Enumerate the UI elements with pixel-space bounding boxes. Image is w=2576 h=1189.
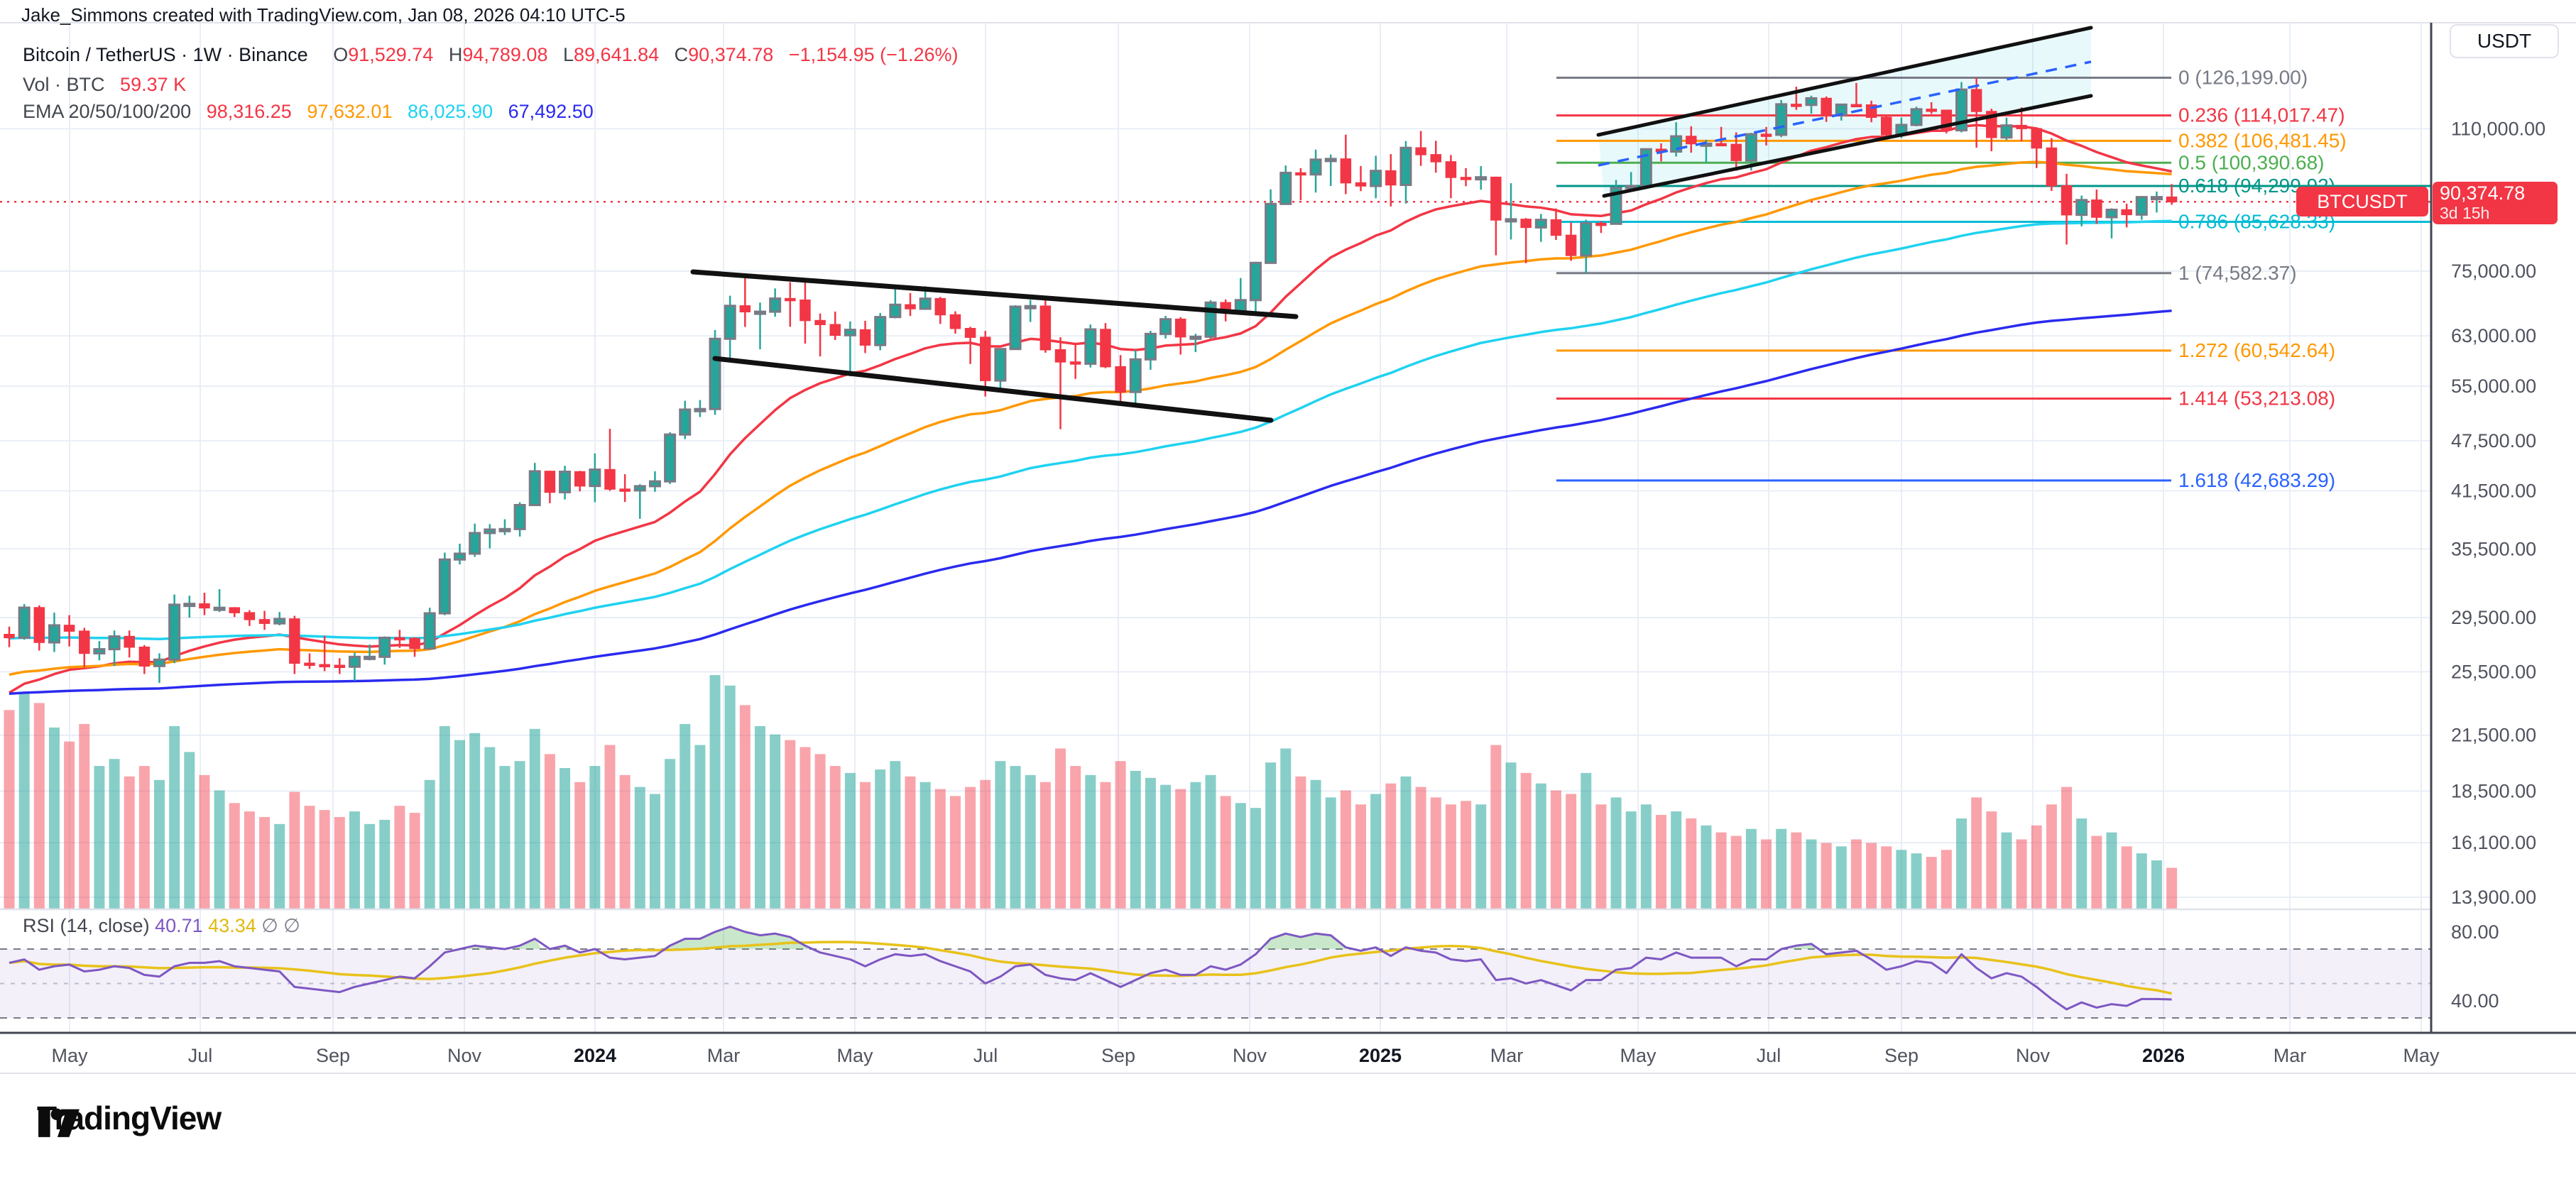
trendline-drawings[interactable] <box>690 26 2093 423</box>
svg-text:0.5 (100,390.68): 0.5 (100,390.68) <box>2178 151 2325 173</box>
channel-midline <box>1598 60 2092 167</box>
svg-text:1.414 (53,213.08): 1.414 (53,213.08) <box>2178 387 2335 409</box>
svg-text:Mar: Mar <box>2274 1045 2307 1066</box>
pane-separators <box>0 22 2576 1074</box>
rsi-empty-source-icon: ∅ ∅ <box>261 915 300 936</box>
svg-text:Jul: Jul <box>1757 1045 1781 1066</box>
last-price-value: 90,374.78 <box>2440 182 2526 204</box>
tradingview-logo-icon <box>38 1108 80 1137</box>
change-value: −1,154.95 (−1.26%) <box>788 44 959 65</box>
close-label: C <box>674 44 689 65</box>
svg-text:2025: 2025 <box>1359 1045 1402 1066</box>
rsi-ma-line <box>9 941 2172 995</box>
svg-text:May: May <box>2403 1045 2440 1066</box>
rsi-line <box>9 925 2172 1011</box>
volume-bars <box>4 675 2178 909</box>
volume-legend-row: Vol · BTC 59.37 K <box>23 74 186 96</box>
svg-text:0.382 (106,481.45): 0.382 (106,481.45) <box>2178 129 2347 151</box>
ema100-value: 86,025.90 <box>407 101 493 122</box>
high-value: 94,789.08 <box>462 44 548 65</box>
ema20-value: 98,316.25 <box>206 101 292 122</box>
low-label: L <box>562 44 574 65</box>
symbol-legend-row: Bitcoin / TetherUS · 1W · Binance O91,52… <box>23 44 958 66</box>
high-label: H <box>448 44 463 65</box>
svg-text:13,900.00: 13,900.00 <box>2451 887 2536 908</box>
svg-text:Nov: Nov <box>447 1045 482 1066</box>
svg-text:80.00: 80.00 <box>2451 921 2499 943</box>
svg-text:18,500.00: 18,500.00 <box>2451 780 2536 801</box>
svg-text:1.272 (60,542.64): 1.272 (60,542.64) <box>2178 339 2335 361</box>
svg-text:Sep: Sep <box>1101 1045 1135 1066</box>
tradingview-logo: TradingView <box>37 1099 222 1137</box>
main-pane <box>0 26 2431 909</box>
rsi-legend-row: RSI (14, close) 40.71 43.34 ∅ ∅ <box>23 915 300 937</box>
svg-text:Nov: Nov <box>1233 1045 1267 1066</box>
ema-legend-row: EMA 20/50/100/200 98,316.25 97,632.01 86… <box>23 101 594 123</box>
fib-labels: 0 (126,199.00) 0.236 (114,017.47) 0.382 (1… <box>2178 67 2347 491</box>
svg-text:35,500.00: 35,500.00 <box>2451 538 2536 559</box>
time-axis[interactable]: May Jul Sep Nov 2024 Mar May Jul Sep Nov 2025 Mar Ma… <box>51 1045 2440 1066</box>
svg-text:47,500.00: 47,500.00 <box>2451 430 2536 451</box>
currency-chip[interactable]: USDT <box>2450 24 2559 58</box>
svg-text:29,500.00: 29,500.00 <box>2451 607 2536 628</box>
ema200-value: 67,492.50 <box>508 101 594 122</box>
ema-label: EMA 20/50/100/200 <box>23 101 192 122</box>
rsi-value: 40.71 <box>155 915 203 936</box>
svg-text:2024: 2024 <box>574 1045 616 1066</box>
svg-text:Jul: Jul <box>973 1045 998 1066</box>
candles <box>4 77 2178 684</box>
svg-text:Nov: Nov <box>2016 1045 2051 1066</box>
open-value: 91,529.74 <box>348 44 434 65</box>
rsi-label: RSI (14, close) <box>23 915 150 936</box>
svg-text:0 (126,199.00): 0 (126,199.00) <box>2178 67 2308 89</box>
svg-text:May: May <box>836 1045 873 1066</box>
symbol-title: Bitcoin / TetherUS · 1W · Binance <box>23 44 308 65</box>
ema50-value: 97,632.01 <box>307 101 393 122</box>
svg-text:May: May <box>1620 1045 1657 1066</box>
svg-text:110,000.00: 110,000.00 <box>2451 118 2545 139</box>
last-price-badge: 90,374.78 3d 15h <box>2433 182 2558 224</box>
svg-text:Mar: Mar <box>1490 1045 1524 1066</box>
svg-text:May: May <box>51 1045 88 1066</box>
svg-text:63,000.00: 63,000.00 <box>2451 325 2536 346</box>
svg-text:Sep: Sep <box>316 1045 350 1066</box>
low-value: 89,641.84 <box>574 44 660 65</box>
svg-text:16,100.00: 16,100.00 <box>2451 832 2536 853</box>
svg-text:1.618 (42,683.29): 1.618 (42,683.29) <box>2178 469 2335 491</box>
svg-text:Sep: Sep <box>1884 1045 1919 1066</box>
svg-text:Mar: Mar <box>707 1045 741 1066</box>
bar-countdown: 3d 15h <box>2440 204 2490 222</box>
svg-text:41,500.00: 41,500.00 <box>2451 481 2536 502</box>
close-value: 90,374.78 <box>688 44 774 65</box>
svg-text:25,500.00: 25,500.00 <box>2451 661 2536 682</box>
volume-value: 59.37 K <box>120 74 187 95</box>
symbol-price-label-chip: BTCUSDT <box>2296 187 2428 217</box>
price-axis[interactable]: 110,000.00 75,000.00 63,000.00 55,000.00 47,… <box>2451 118 2545 1011</box>
svg-text:55,000.00: 55,000.00 <box>2451 376 2536 397</box>
svg-text:Jul: Jul <box>188 1045 213 1066</box>
ema100-line <box>9 219 2172 641</box>
svg-text:2026: 2026 <box>2142 1045 2185 1066</box>
svg-text:40.00: 40.00 <box>2451 990 2499 1012</box>
svg-text:0.236 (114,017.47): 0.236 (114,017.47) <box>2178 104 2345 126</box>
svg-text:75,000.00: 75,000.00 <box>2451 261 2536 282</box>
ema200-line <box>9 309 2172 696</box>
rsi-pane <box>0 925 2431 1019</box>
volume-label: Vol · BTC <box>23 74 105 95</box>
open-label: O <box>333 44 349 65</box>
svg-text:21,500.00: 21,500.00 <box>2451 725 2536 746</box>
svg-text:1 (74,582.37): 1 (74,582.37) <box>2178 262 2297 284</box>
attribution-text: Jake_Simmons created with TradingView.co… <box>21 4 626 26</box>
rsi-ma-value: 43.34 <box>208 915 256 936</box>
